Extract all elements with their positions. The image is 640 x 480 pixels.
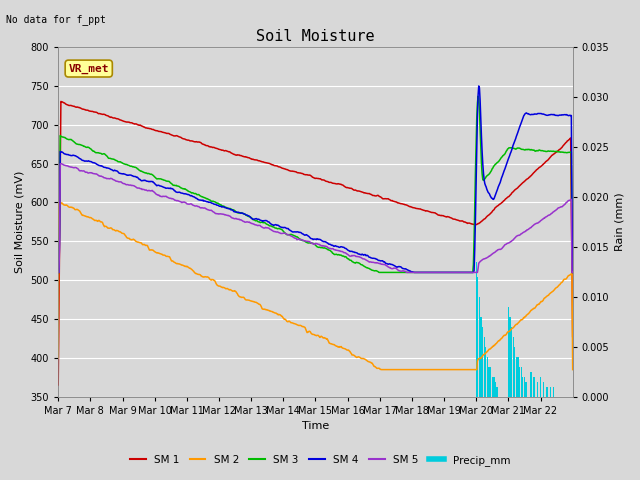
Bar bbox=[481, 317, 482, 397]
Bar bbox=[553, 387, 554, 397]
Bar bbox=[487, 357, 488, 397]
Bar bbox=[516, 357, 517, 397]
Bar bbox=[547, 387, 548, 397]
Bar bbox=[522, 377, 524, 397]
Bar bbox=[484, 337, 485, 397]
Bar bbox=[517, 357, 518, 397]
Bar bbox=[497, 387, 498, 397]
Bar bbox=[482, 327, 483, 397]
Bar bbox=[493, 377, 495, 397]
Bar bbox=[495, 382, 496, 397]
X-axis label: Time: Time bbox=[302, 421, 329, 432]
Bar bbox=[477, 277, 479, 397]
Bar bbox=[530, 372, 531, 397]
Bar bbox=[508, 307, 509, 397]
Bar bbox=[525, 382, 527, 397]
Bar bbox=[511, 327, 512, 397]
Text: VR_met: VR_met bbox=[68, 63, 109, 73]
Y-axis label: Soil Moisture (mV): Soil Moisture (mV) bbox=[15, 171, 25, 273]
Bar bbox=[490, 367, 492, 397]
Bar bbox=[492, 377, 493, 397]
Bar bbox=[479, 297, 480, 397]
Title: Soil Moisture: Soil Moisture bbox=[256, 29, 375, 44]
Bar bbox=[488, 367, 490, 397]
Bar bbox=[514, 347, 515, 397]
Bar bbox=[533, 377, 535, 397]
Bar bbox=[524, 377, 525, 397]
Bar bbox=[519, 367, 520, 397]
Bar bbox=[476, 262, 477, 397]
Text: No data for f_ppt: No data for f_ppt bbox=[6, 14, 106, 25]
Bar bbox=[543, 382, 545, 397]
Bar bbox=[485, 347, 486, 397]
Bar bbox=[513, 337, 514, 397]
Bar bbox=[550, 387, 551, 397]
Bar bbox=[537, 382, 538, 397]
Bar bbox=[509, 317, 511, 397]
Bar bbox=[520, 367, 522, 397]
Y-axis label: Rain (mm): Rain (mm) bbox=[615, 192, 625, 251]
Bar bbox=[540, 377, 541, 397]
Legend: SM 1, SM 2, SM 3, SM 4, SM 5, Precip_mm: SM 1, SM 2, SM 3, SM 4, SM 5, Precip_mm bbox=[125, 451, 515, 470]
